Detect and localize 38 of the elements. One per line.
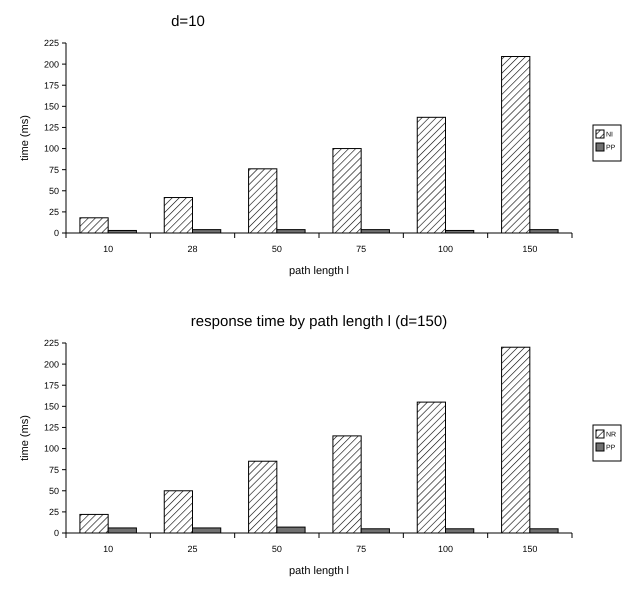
y-tick-label: 125 — [44, 122, 59, 133]
y-tick-label: 50 — [48, 486, 59, 496]
x-tick-label: 28 — [187, 244, 198, 254]
x-tick-label: 50 — [272, 544, 282, 554]
x-tick-label: 100 — [438, 244, 454, 254]
y-tick-label: 125 — [44, 422, 59, 433]
chart-title: d=10 — [171, 13, 205, 30]
y-tick-label: 200 — [44, 59, 59, 70]
y-axis-title: time (ms) — [19, 415, 31, 461]
y-tick-label: 75 — [48, 164, 59, 175]
x-axis-title: path length l — [289, 265, 349, 277]
x-tick-label: 75 — [356, 544, 366, 554]
y-tick-label: 25 — [48, 507, 59, 518]
y-tick-label: 0 — [54, 228, 59, 238]
x-tick-label: 150 — [522, 244, 538, 254]
y-tick-label: 175 — [44, 380, 59, 390]
y-tick-label: 150 — [44, 401, 59, 412]
y-tick-label: 100 — [44, 144, 59, 154]
y-tick-label: 150 — [44, 101, 59, 112]
y-tick-label: 200 — [44, 359, 59, 370]
x-tick-label: 75 — [356, 244, 366, 254]
y-tick-label: 175 — [44, 80, 59, 90]
x-tick-label: 50 — [272, 244, 282, 254]
y-tick-label: 225 — [44, 38, 59, 48]
y-tick-label: 50 — [48, 186, 59, 196]
x-tick-label: 10 — [103, 244, 114, 254]
x-tick-label: 150 — [522, 544, 538, 554]
x-tick-label: 10 — [103, 544, 114, 554]
y-axis-title: time (ms) — [19, 115, 31, 161]
y-tick-label: 75 — [48, 464, 59, 475]
y-tick-label: 0 — [54, 528, 59, 538]
x-tick-label: 25 — [187, 544, 198, 554]
y-tick-label: 100 — [44, 444, 59, 454]
y-tick-label: 25 — [48, 207, 59, 218]
chart-title: response time by path length l (d=150) — [190, 313, 448, 330]
x-axis-title: path length l — [289, 565, 349, 577]
y-tick-label: 225 — [44, 338, 59, 348]
x-tick-label: 100 — [438, 544, 454, 554]
